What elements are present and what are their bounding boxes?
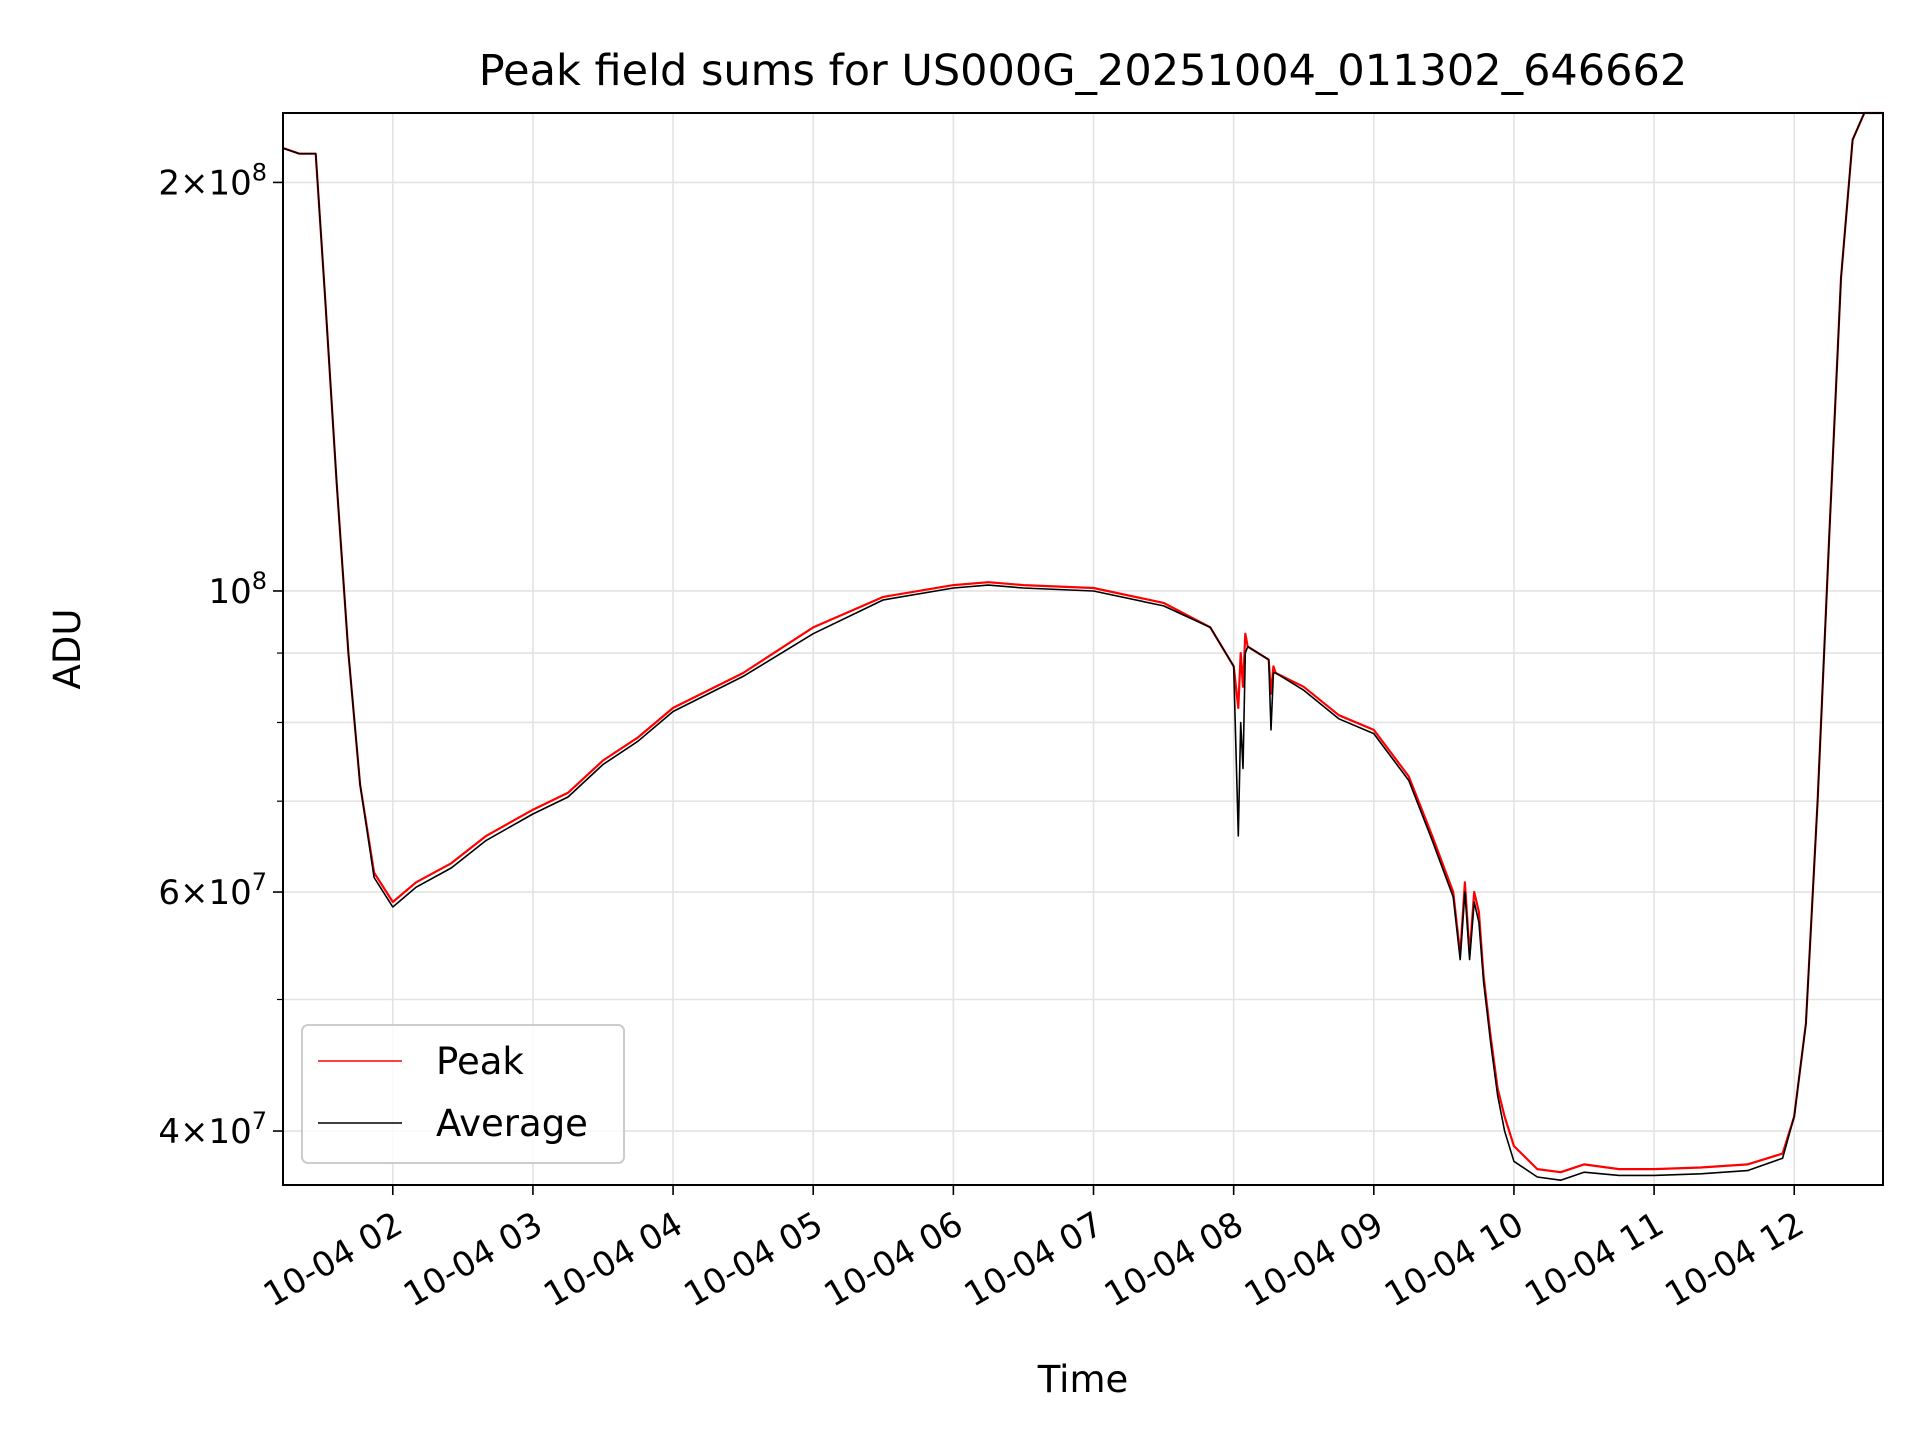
series-line-average (282, 112, 1883, 1181)
series-lines (282, 111, 1883, 1181)
y-axis-ticks: 2×108 108 6×107 4×107 (158, 158, 283, 1152)
y-tick-label: 4×107 (158, 1107, 267, 1152)
legend: Peak Average (301, 1024, 625, 1164)
legend-box (301, 1024, 625, 1164)
series-line-peak (282, 111, 1883, 1174)
legend-label-peak: Peak (436, 1040, 524, 1083)
y-tick-label: 2×108 (158, 158, 267, 203)
x-axis-label: Time (1037, 1358, 1129, 1401)
y-tick-label: 6×107 (158, 868, 267, 913)
chart-title: Peak field sums for US000G_20251004_0113… (479, 46, 1687, 96)
grid-lines (283, 113, 1883, 1185)
y-axis-label: ADU (46, 609, 89, 690)
plot-area-frame (282, 112, 1884, 1186)
legend-label-average: Average (436, 1102, 588, 1145)
y-tick-label: 108 (208, 567, 267, 612)
